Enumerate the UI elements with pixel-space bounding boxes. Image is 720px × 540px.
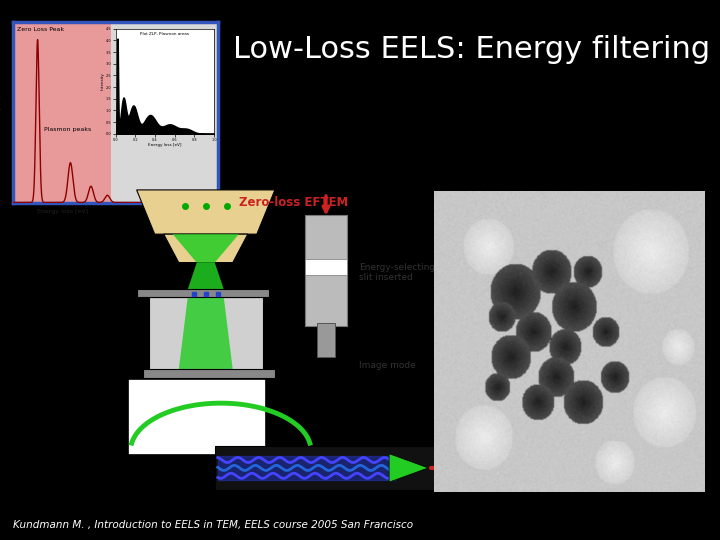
Bar	[305, 215, 347, 326]
Text: Low-Loss EELS: Energy filtering: Low-Loss EELS: Energy filtering	[233, 35, 710, 64]
Bar	[148, 298, 263, 370]
Text: Counts (arb.): Counts (arb.)	[0, 96, 1, 128]
Text: Plot ZLP, Plasmon areas: Plot ZLP, Plasmon areas	[140, 32, 189, 36]
Bar	[317, 322, 335, 357]
Text: Zero Loss Peak: Zero Loss Peak	[17, 27, 64, 32]
Bar	[137, 289, 269, 298]
Polygon shape	[163, 234, 248, 262]
Bar	[143, 369, 275, 378]
Polygon shape	[188, 262, 224, 289]
Text: Kundmann M. , Introduction to EELS in TEM, EELS course 2005 San Francisco: Kundmann M. , Introduction to EELS in TE…	[13, 520, 413, 530]
Text: Zero-loss image projected
onto CCD detector: Zero-loss image projected onto CCD detec…	[456, 212, 575, 232]
Text: Image mode: Image mode	[359, 361, 416, 369]
Polygon shape	[179, 298, 233, 370]
Text: Plasmon peaks: Plasmon peaks	[44, 126, 91, 132]
Bar	[305, 259, 347, 275]
Y-axis label: Intensity: Intensity	[100, 72, 104, 90]
Polygon shape	[137, 190, 275, 234]
Bar	[215, 446, 444, 490]
Text: Zero-loss EFTEM: Zero-loss EFTEM	[239, 196, 348, 209]
X-axis label: Energy loss [eV]: Energy loss [eV]	[148, 143, 181, 147]
Polygon shape	[173, 234, 239, 262]
Text: Energy loss [eV]: Energy loss [eV]	[37, 209, 88, 214]
Bar	[127, 380, 266, 455]
Text: Energy-selecting
slit inserted: Energy-selecting slit inserted	[359, 262, 435, 282]
Polygon shape	[389, 454, 428, 482]
Bar	[13, 22, 112, 202]
